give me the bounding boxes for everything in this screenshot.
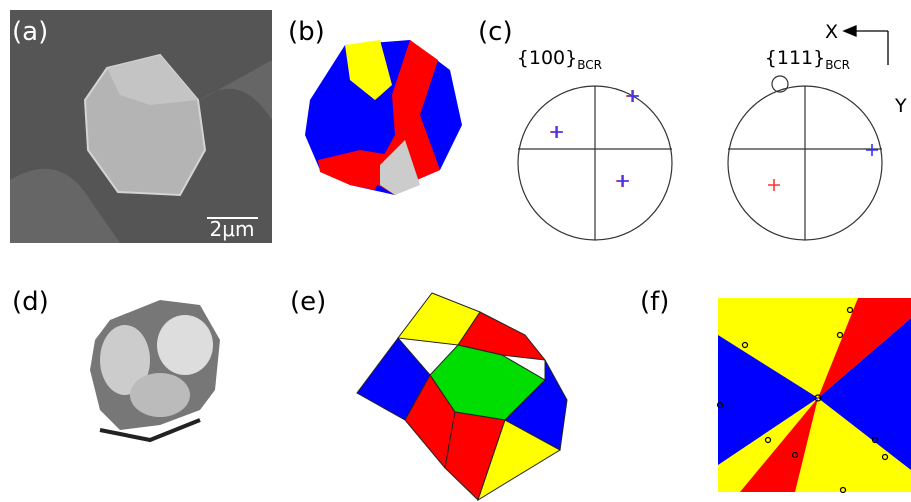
pole-markers xyxy=(550,90,878,191)
panel-label: (d) xyxy=(12,287,49,317)
section-map xyxy=(718,298,911,493)
scale-bar-label: 2μm xyxy=(210,217,255,241)
panel-label: (a) xyxy=(12,17,48,47)
figure: 2μm (a) (b) (c) {100}BCR {111}BCR X Y (d… xyxy=(0,0,911,502)
pole-figure-title: {100}BCR xyxy=(517,47,602,72)
axis-label: Y xyxy=(894,95,907,117)
panel-label: (f) xyxy=(640,287,669,317)
cube xyxy=(357,293,567,500)
grayscale-map xyxy=(90,300,220,440)
panel-label: (b) xyxy=(288,17,325,47)
pole-title: {100} xyxy=(517,47,577,69)
pole-figure-frames xyxy=(518,76,882,240)
panel-label: (c) xyxy=(478,17,513,47)
pole-title: {111} xyxy=(765,47,825,69)
panel-label: (e) xyxy=(290,287,326,317)
axis-label: X xyxy=(825,21,838,43)
pole-figure-title: {111}BCR xyxy=(765,47,850,72)
pole-subscript: BCR xyxy=(825,58,850,72)
orientation-map xyxy=(305,40,462,195)
pole-subscript: BCR xyxy=(577,58,602,72)
axis-arrows xyxy=(844,26,888,65)
